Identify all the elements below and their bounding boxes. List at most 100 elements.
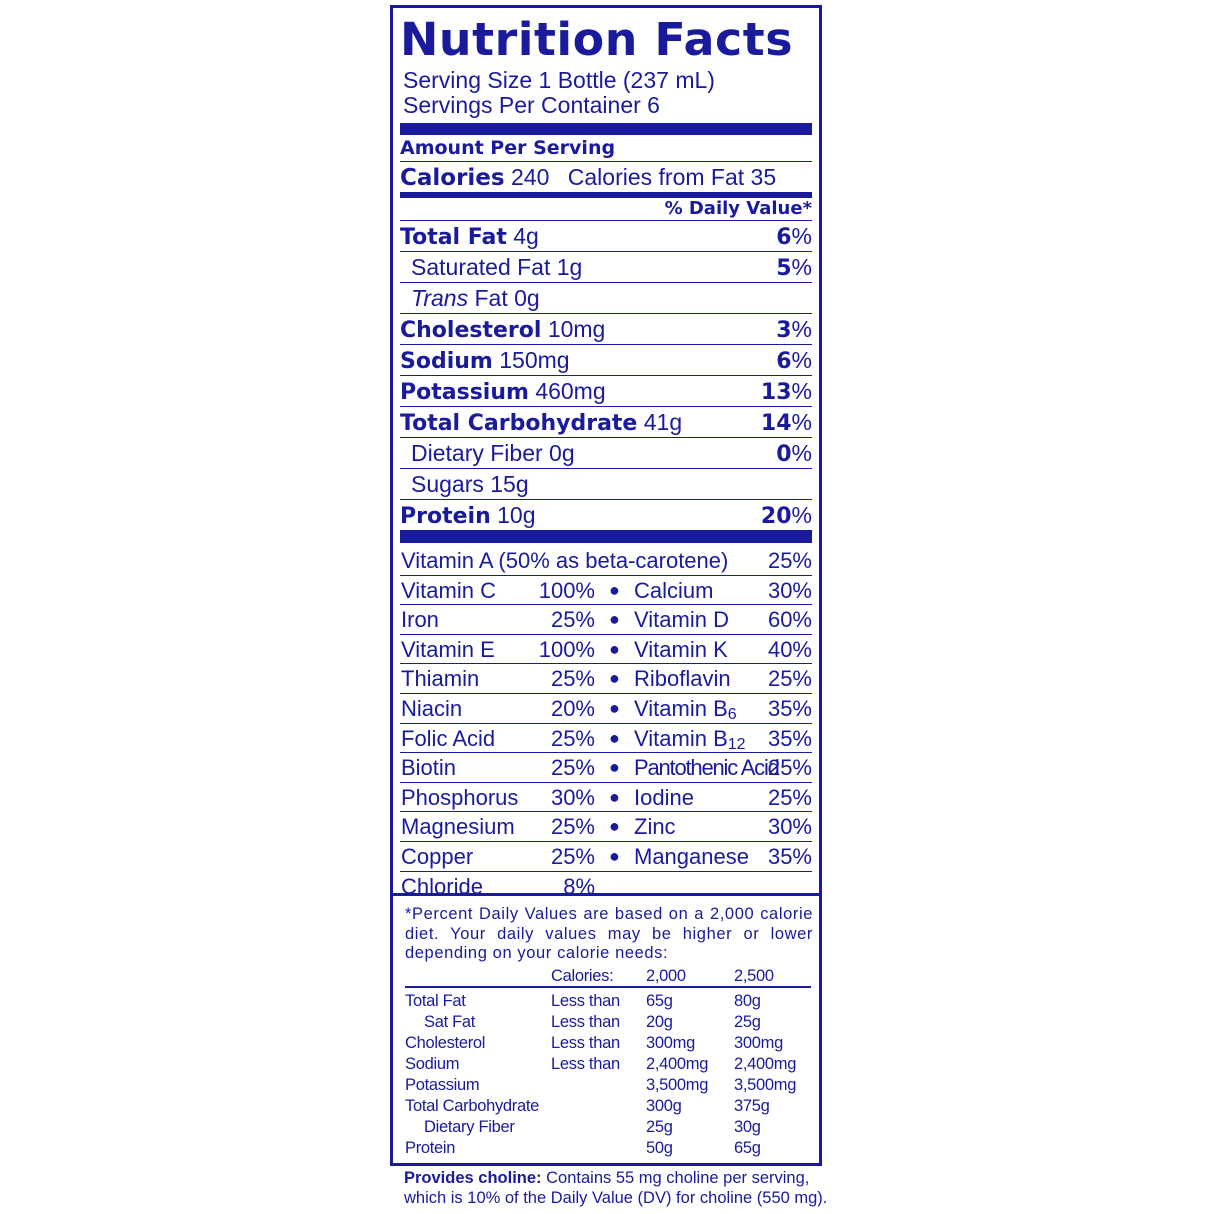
vitamin-name-text: Pantothenic Acid <box>634 755 780 781</box>
table-header: Calories: 2,000 2,500 <box>405 966 811 988</box>
bullet-icon: ● <box>609 757 620 778</box>
nutrient-dv: 6% <box>776 347 812 374</box>
vitamin-name-text: Calcium <box>634 577 714 603</box>
daily-value-header: % Daily Value* <box>400 198 812 221</box>
table-header-cell: Calories: <box>551 966 614 985</box>
thick-divider <box>400 123 812 135</box>
table-cell-name: Sat Fat <box>424 1012 476 1031</box>
table-row: Total Carbohydrate 300g 375g <box>405 1096 813 1117</box>
vitamin-name: Calcium <box>634 576 713 605</box>
bullet-icon: ● <box>609 579 620 600</box>
nutrient-amount: 150mg <box>499 347 570 373</box>
bullet-icon: ● <box>609 845 620 866</box>
nutrient-name: Sugars <box>411 471 484 497</box>
table-row: Total Fat Less than 65g 80g <box>405 991 813 1012</box>
nutrient-label: Cholesterol 10mg <box>400 314 605 344</box>
footnote-divider <box>393 893 819 896</box>
table-row: Sat Fat Less than 20g 25g <box>405 1012 813 1033</box>
vitamin-a-dv: 25% <box>767 548 812 573</box>
label-title: Nutrition Facts <box>400 13 794 66</box>
nutrient-row: Trans Fat 0g <box>400 283 812 314</box>
vitamin-name: Manganese <box>634 842 749 871</box>
vitamin-name: Riboflavin <box>634 664 731 693</box>
nutrient-dv-value: 0 <box>776 442 792 467</box>
nutrient-name: Saturated Fat <box>411 254 551 280</box>
table-cell-name: Protein <box>405 1138 456 1157</box>
nutrient-label: Dietary Fiber 0g <box>400 438 575 468</box>
vitamin-name: Vitamin K <box>634 635 728 664</box>
bullet-icon: ● <box>609 786 620 807</box>
nutrient-label: Trans Fat 0g <box>400 283 540 313</box>
nutrient-name: Cholesterol <box>400 318 542 343</box>
nutrient-row: Cholesterol 10mg 3% <box>400 314 812 345</box>
vitamin-dv: 35% <box>767 843 812 869</box>
daily-value-table: Calories: 2,000 2,500 Total Fat Less than 65g… <box>405 966 813 1159</box>
vitamin-dv: 100% <box>538 636 595 662</box>
nutrient-name: Protein <box>400 504 491 529</box>
nutrient-name: Trans <box>411 285 469 311</box>
table-cell-2500: 3,500mg <box>734 1075 797 1094</box>
vitamin-row: Phosphorus 30% ● Iodine 25% <box>400 783 812 813</box>
nutrient-dv-value: 20 <box>760 504 792 529</box>
nutrient-row: Total Carbohydrate 41g 14% <box>400 407 812 438</box>
vitamin-dv: 60% <box>767 607 812 633</box>
table-header-cell: 2,500 <box>734 966 774 985</box>
table-cell-2000: 300mg <box>646 1033 695 1052</box>
vitamin-dv: 35% <box>767 725 812 751</box>
table-cell-2000: 300g <box>646 1096 682 1115</box>
nutrient-label: Total Fat 4g <box>400 221 539 251</box>
choline-line2: which is 10% of the Daily Value (DV) for… <box>404 1189 828 1207</box>
bullet-icon: ● <box>609 727 620 748</box>
calories-from-fat: Calories from Fat 35 <box>567 164 777 190</box>
choline-text: Contains 55 mg choline per serving, <box>541 1169 810 1187</box>
nutrient-row: Sodium 150mg 6% <box>400 345 812 376</box>
nutrient-name: Potassium <box>400 380 529 405</box>
nutrient-row: Potassium 460mg 13% <box>400 376 812 407</box>
vitamin-name: Biotin <box>401 755 457 781</box>
nutrient-dv-value: 6 <box>776 349 792 374</box>
table-cell-name: Dietary Fiber <box>424 1117 515 1136</box>
table-row: Dietary Fiber 25g 30g <box>405 1117 813 1138</box>
footnote-text: *Percent Daily Values are based on a 2,0… <box>405 905 813 962</box>
vitamin-row: Vitamin C 100% ● Calcium 30% <box>400 576 812 606</box>
thick-divider <box>400 530 812 543</box>
nutrient-name: Total Fat <box>400 225 507 250</box>
nutrient-row: Dietary Fiber 0g 0% <box>400 438 812 469</box>
table-cell-2000: 65g <box>646 991 673 1010</box>
vitamin-name-text: Vitamin B <box>634 695 728 721</box>
amount-per-serving: Amount Per Serving <box>400 135 812 162</box>
table-row: Cholesterol Less than 300mg 300mg <box>405 1033 813 1054</box>
table-cell-qualifier: Less than <box>551 1033 620 1052</box>
vitamin-name: Phosphorus <box>401 784 519 810</box>
vitamin-row: Folic Acid 25% ● Vitamin B12 35% <box>400 724 812 754</box>
table-row: Sodium Less than 2,400mg 2,400mg <box>405 1054 813 1075</box>
vitamin-row: Copper 25% ● Manganese 35% <box>400 842 812 872</box>
vitamin-name: Vitamin C <box>401 577 496 603</box>
table-cell-name: Potassium <box>405 1075 480 1094</box>
vitamin-dv: 30% <box>767 577 812 603</box>
vitamin-name-text: Vitamin D <box>634 607 729 633</box>
vitamin-name-text: Riboflavin <box>634 666 731 692</box>
vitamin-dv: 25% <box>550 755 595 781</box>
vitamin-row: Vitamin E 100% ● Vitamin K 40% <box>400 635 812 665</box>
vitamin-dv: 25% <box>550 666 595 692</box>
table-cell-2000: 20g <box>646 1012 673 1031</box>
table-row: Protein 50g 65g <box>405 1138 813 1159</box>
vitamin-name: Vitamin B12 <box>634 724 746 759</box>
nutrient-label: Potassium 460mg <box>400 376 606 406</box>
vitamin-name: Niacin <box>401 695 463 721</box>
nutrient-row: Sugars 15g <box>400 469 812 500</box>
medium-divider <box>400 192 812 198</box>
nutrient-dv-value: 6 <box>776 225 792 250</box>
nutrient-row: Saturated Fat 1g 5% <box>400 252 812 283</box>
nutrient-name: Dietary Fiber <box>411 440 543 466</box>
vitamin-row: Magnesium 25% ● Zinc 30% <box>400 812 812 842</box>
table-cell-2500: 2,400mg <box>734 1054 797 1073</box>
vitamin-dv: 25% <box>767 755 812 781</box>
nutrient-dv: 20% <box>760 502 812 529</box>
table-cell-2500: 300mg <box>734 1033 783 1052</box>
nutrient-amount: 10g <box>497 502 536 528</box>
vitamin-row: Biotin 25% ● Pantothenic Acid 25% <box>400 753 812 783</box>
table-cell-2000: 3,500mg <box>646 1075 709 1094</box>
bullet-icon: ● <box>609 638 620 659</box>
